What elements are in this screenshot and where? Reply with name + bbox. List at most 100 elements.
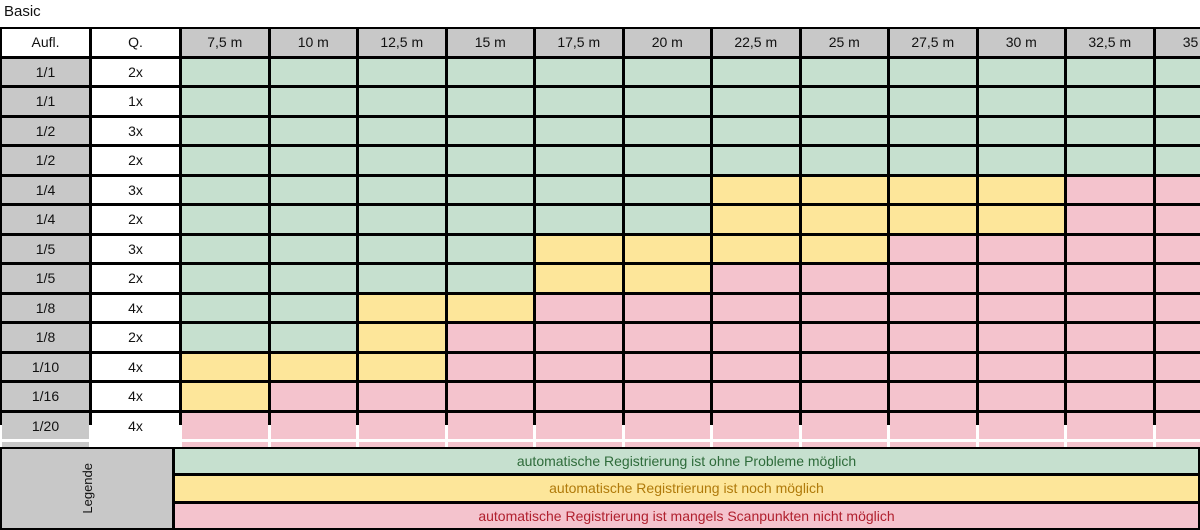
status-cell-red — [447, 383, 533, 410]
status-cell-green — [447, 206, 533, 233]
status-cell-green — [536, 147, 622, 174]
status-cell-red — [978, 324, 1064, 351]
status-cell-red — [359, 383, 445, 410]
status-cell-green — [536, 206, 622, 233]
status-cell-green — [359, 206, 445, 233]
header-distance: 27,5 m — [890, 29, 976, 56]
legend-item: automatische Registrierung ist noch mögl… — [175, 476, 1198, 501]
status-cell-yellow — [182, 383, 268, 410]
row-aufl: 1/4 — [2, 176, 89, 204]
status-cell-red — [447, 353, 533, 381]
status-cell-green — [890, 117, 976, 145]
status-cell-red — [890, 294, 976, 322]
row-q: 3x — [92, 117, 179, 145]
status-cell-green — [713, 58, 799, 86]
status-cell-green — [270, 235, 356, 263]
header-distance: 30 m — [978, 29, 1064, 56]
status-cell-red — [624, 353, 710, 381]
status-cell-green — [182, 324, 268, 351]
status-cell-red — [270, 412, 356, 440]
legend-table: Legende automatische Registrierung ist o… — [0, 447, 1200, 530]
status-cell-red — [1155, 206, 1200, 233]
status-cell-green — [801, 88, 887, 115]
header-distance: 22,5 m — [713, 29, 799, 56]
status-cell-red — [447, 324, 533, 351]
status-cell-red — [713, 324, 799, 351]
status-cell-red — [1067, 412, 1153, 440]
legend-item: automatische Registrierung ist mangels S… — [175, 503, 1198, 528]
status-cell-green — [270, 147, 356, 174]
status-cell-red — [713, 412, 799, 440]
status-cell-red — [1067, 294, 1153, 322]
status-cell-red — [1155, 412, 1200, 440]
row-q: 3x — [92, 235, 179, 263]
status-cell-green — [624, 176, 710, 204]
status-cell-green — [624, 88, 710, 115]
status-cell-red — [624, 412, 710, 440]
status-cell-green — [270, 294, 356, 322]
row-aufl: 1/20 — [2, 412, 89, 440]
status-cell-red — [890, 412, 976, 440]
status-cell-red — [713, 294, 799, 322]
status-cell-yellow — [624, 265, 710, 292]
status-cell-red — [1067, 176, 1153, 204]
row-aufl: 1/10 — [2, 353, 89, 381]
status-cell-red — [1067, 324, 1153, 351]
status-cell-green — [801, 117, 887, 145]
row-q: 2x — [92, 147, 179, 174]
status-cell-red — [890, 265, 976, 292]
row-aufl: 1/1 — [2, 58, 89, 86]
status-cell-green — [447, 58, 533, 86]
header-distance: 20 m — [624, 29, 710, 56]
header-distance: 10 m — [270, 29, 356, 56]
status-cell-yellow — [359, 324, 445, 351]
row-q: 2x — [92, 265, 179, 292]
row-q: 2x — [92, 324, 179, 351]
status-cell-yellow — [801, 235, 887, 263]
status-cell-green — [182, 117, 268, 145]
status-cell-red — [536, 412, 622, 440]
status-cell-green — [270, 58, 356, 86]
status-cell-green — [359, 88, 445, 115]
status-cell-yellow — [978, 206, 1064, 233]
status-cell-red — [1067, 265, 1153, 292]
status-cell-red — [1155, 383, 1200, 410]
row-q: 3x — [92, 176, 179, 204]
status-cell-green — [536, 58, 622, 86]
status-cell-green — [624, 206, 710, 233]
status-cell-red — [1155, 324, 1200, 351]
status-cell-red — [801, 265, 887, 292]
status-cell-red — [359, 412, 445, 440]
status-cell-green — [890, 147, 976, 174]
status-cell-green — [359, 117, 445, 145]
row-aufl: 1/2 — [2, 147, 89, 174]
status-cell-red — [978, 265, 1064, 292]
status-cell-green — [270, 176, 356, 204]
status-cell-green — [182, 265, 268, 292]
status-cell-red — [713, 265, 799, 292]
row-aufl: 1/8 — [2, 294, 89, 322]
row-q: 2x — [92, 206, 179, 233]
status-cell-green — [1067, 58, 1153, 86]
status-cell-green — [1155, 58, 1200, 86]
status-cell-red — [1155, 235, 1200, 263]
status-cell-red — [1155, 265, 1200, 292]
legend-item: automatische Registrierung ist ohne Prob… — [175, 449, 1198, 474]
status-cell-yellow — [978, 176, 1064, 204]
status-cell-red — [624, 324, 710, 351]
status-cell-yellow — [801, 176, 887, 204]
status-cell-green — [359, 147, 445, 174]
row-aufl: 1/1 — [2, 88, 89, 115]
status-cell-green — [536, 88, 622, 115]
status-cell-green — [1155, 117, 1200, 145]
row-aufl: 1/16 — [2, 383, 89, 410]
status-cell-green — [624, 117, 710, 145]
header-distance: 17,5 m — [536, 29, 622, 56]
status-cell-red — [447, 412, 533, 440]
status-cell-green — [978, 88, 1064, 115]
status-cell-yellow — [624, 235, 710, 263]
status-cell-green — [447, 147, 533, 174]
status-cell-green — [713, 117, 799, 145]
status-cell-red — [801, 294, 887, 322]
status-cell-red — [890, 235, 976, 263]
